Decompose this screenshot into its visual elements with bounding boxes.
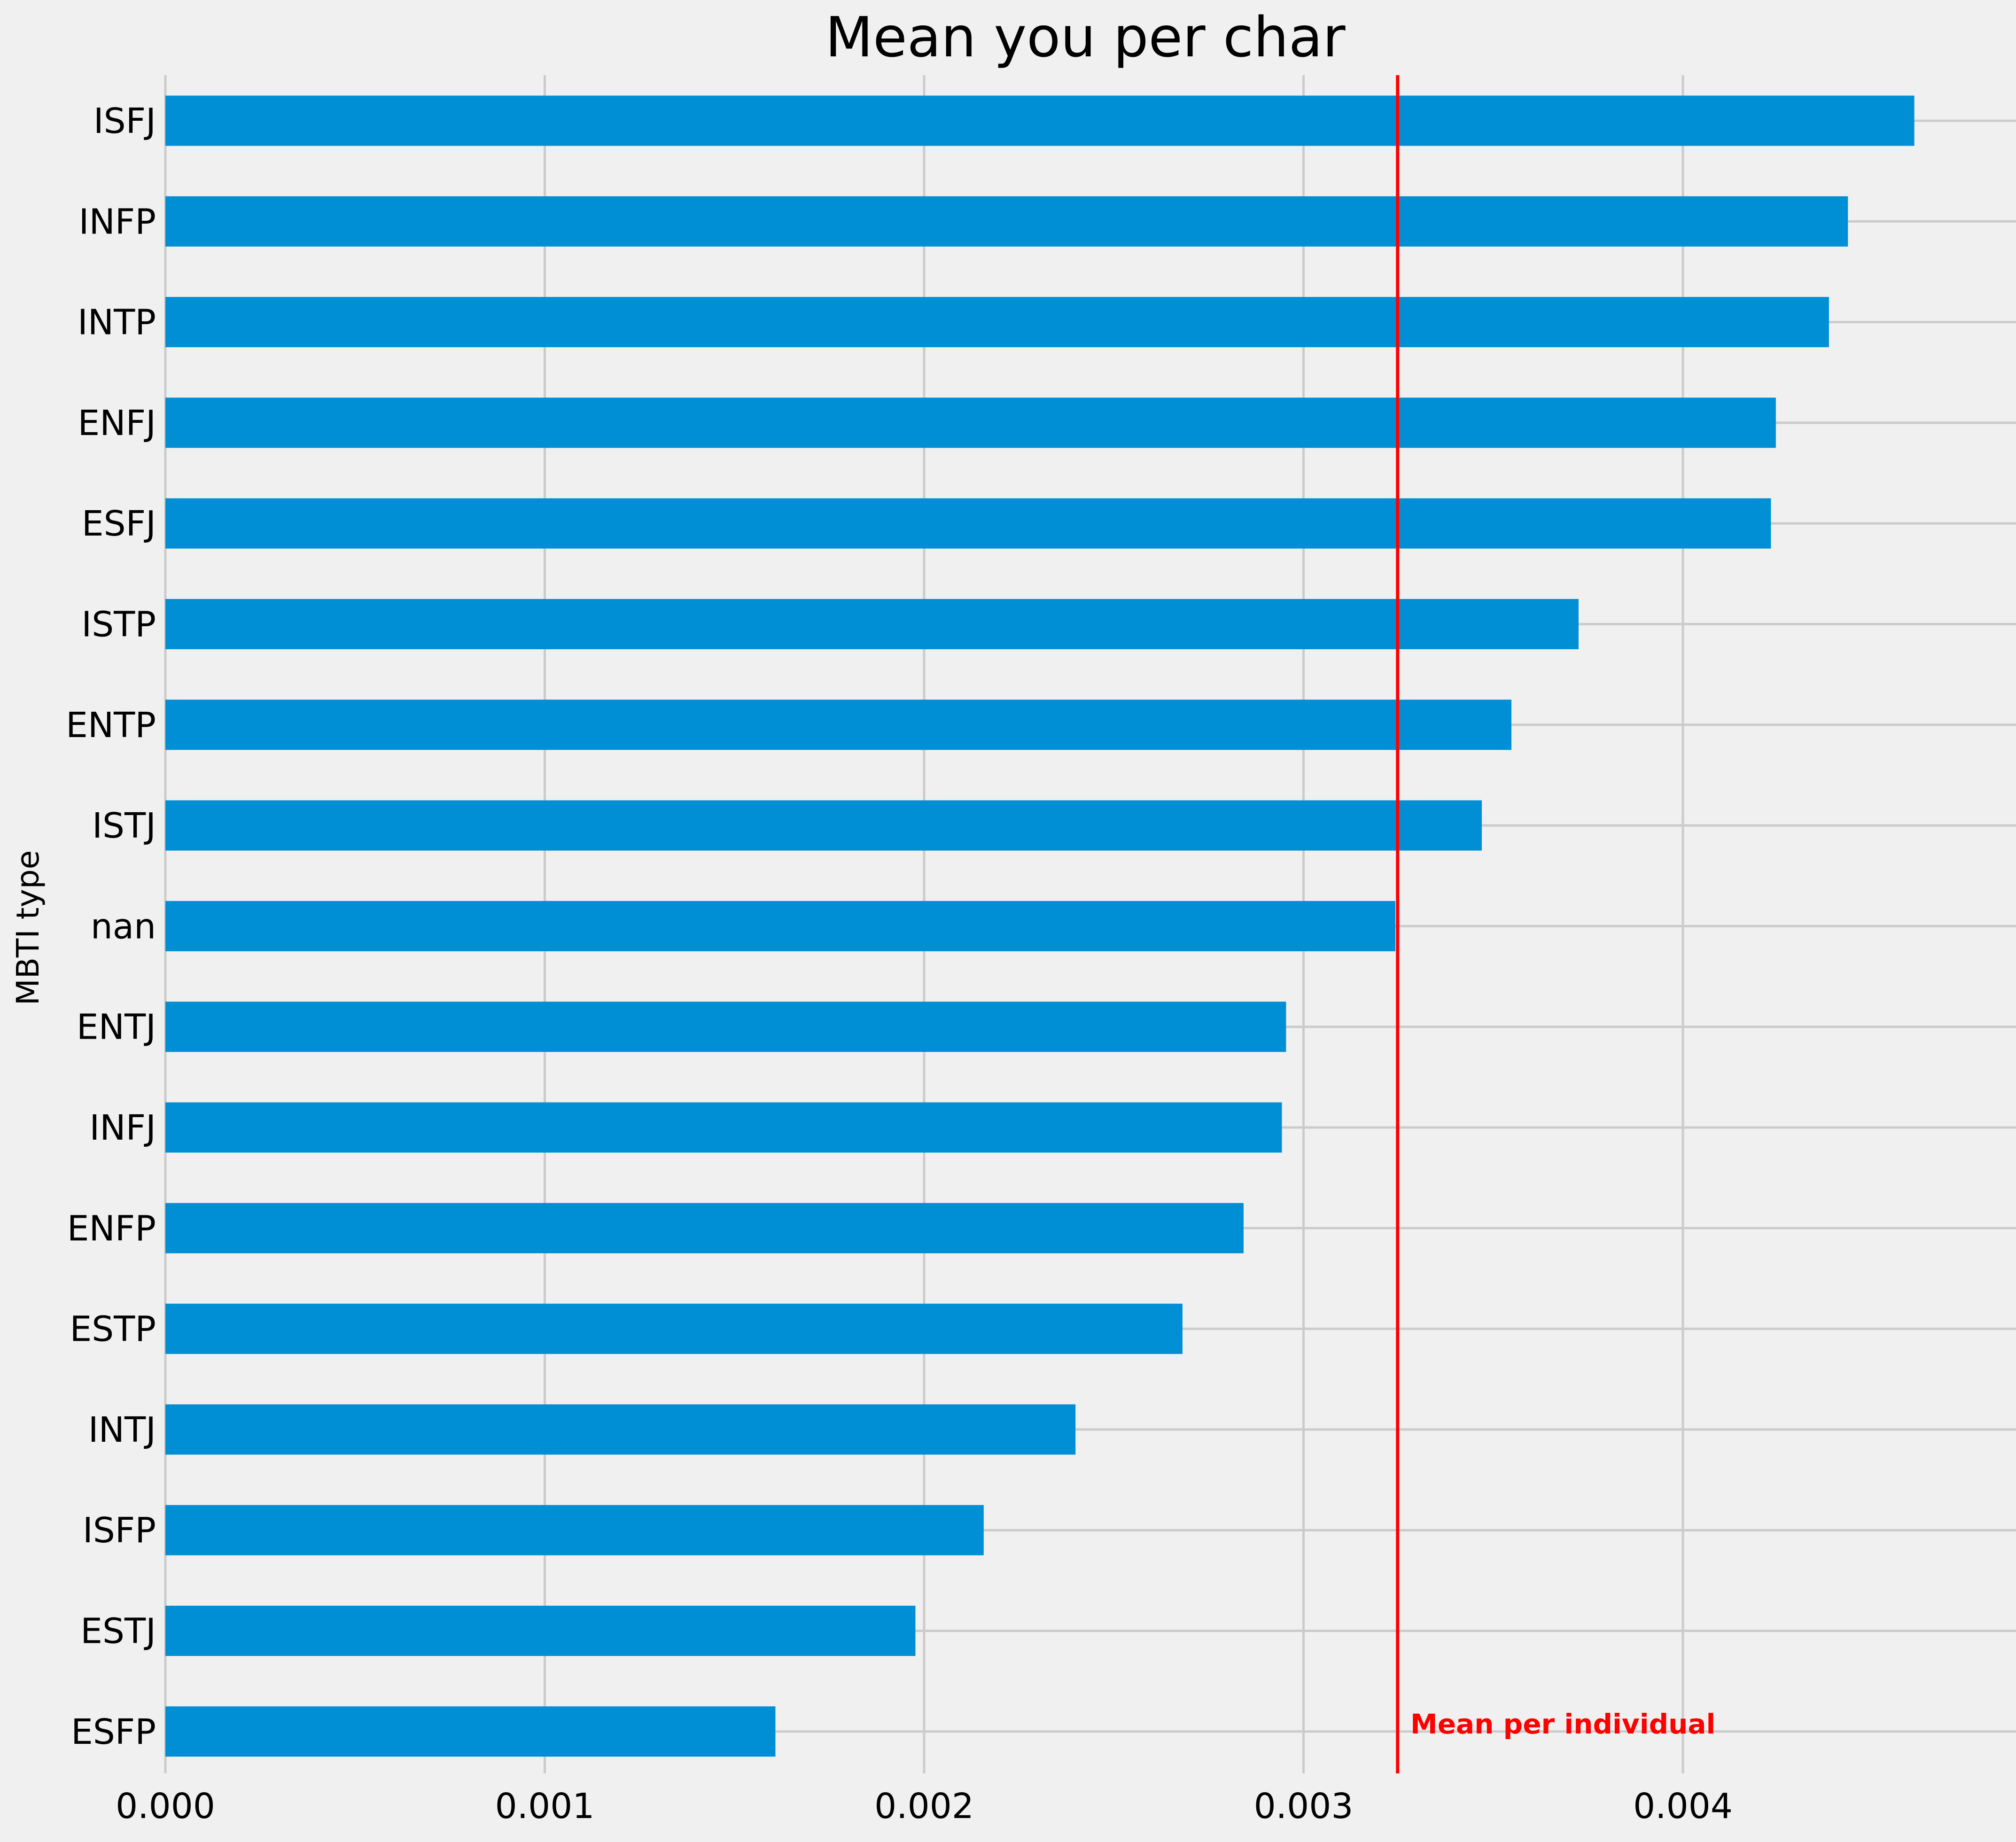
bar-isfj (165, 95, 1915, 146)
y-tick-label: ESTJ (80, 1611, 156, 1652)
y-tick-label: ISTP (81, 605, 156, 645)
x-tick-label: 0.001 (495, 1786, 595, 1826)
y-tick-label: ESFJ (82, 504, 156, 544)
chart-title: Mean you per char (825, 5, 1346, 70)
bar-infp (165, 196, 1848, 247)
y-tick-label: ENTP (66, 705, 156, 746)
bar-entp (165, 699, 1512, 750)
x-tick-label: 0.002 (874, 1786, 974, 1826)
bar-istp (165, 599, 1579, 649)
bar-intp (165, 297, 1829, 348)
mean-line-label: Mean per individual (1410, 1708, 1715, 1740)
bar-esfp (165, 1706, 776, 1757)
bar-enfp (165, 1203, 1244, 1253)
bar-isfp (165, 1505, 984, 1555)
y-tick-label: nan (91, 906, 156, 947)
y-tick-label: INTP (78, 303, 156, 343)
y-tick-label: ENFP (67, 1208, 156, 1249)
y-tick-labels: ISFJ INFP INTP ENFJ ESFJ ISTP ENTP ISTJ nan ENTJ I… (66, 101, 156, 1752)
bar-infj (165, 1102, 1282, 1153)
bar-nan (165, 901, 1395, 951)
y-tick-label: ENFJ (78, 403, 156, 443)
x-tick-label: 0.000 (116, 1786, 215, 1826)
y-tick-label: ESFP (71, 1712, 156, 1752)
y-tick-label: ISFJ (93, 101, 156, 141)
x-tick-label: 0.003 (1254, 1786, 1354, 1826)
bars-layer (165, 95, 1915, 1757)
bar-enfj (165, 397, 1776, 448)
bar-estp (165, 1304, 1183, 1354)
x-tick-labels: 0.000 0.001 0.002 0.003 0.004 (116, 1786, 1733, 1826)
bar-estj (165, 1606, 916, 1656)
y-tick-label: INFJ (89, 1108, 156, 1148)
y-tick-label: ENTJ (77, 1007, 156, 1048)
y-tick-label: INFP (79, 202, 156, 242)
bar-entj (165, 1002, 1286, 1052)
y-axis-label: MBTI type (10, 850, 46, 1005)
bar-intj (165, 1404, 1076, 1455)
bar-istj (165, 800, 1482, 851)
y-tick-label: INTJ (88, 1410, 156, 1450)
bar-esfj (165, 498, 1771, 549)
x-tick-label: 0.004 (1633, 1786, 1733, 1826)
y-tick-label: ESTP (70, 1309, 156, 1350)
y-tick-label: ISTJ (92, 806, 156, 846)
y-tick-label: ISFP (83, 1510, 156, 1551)
